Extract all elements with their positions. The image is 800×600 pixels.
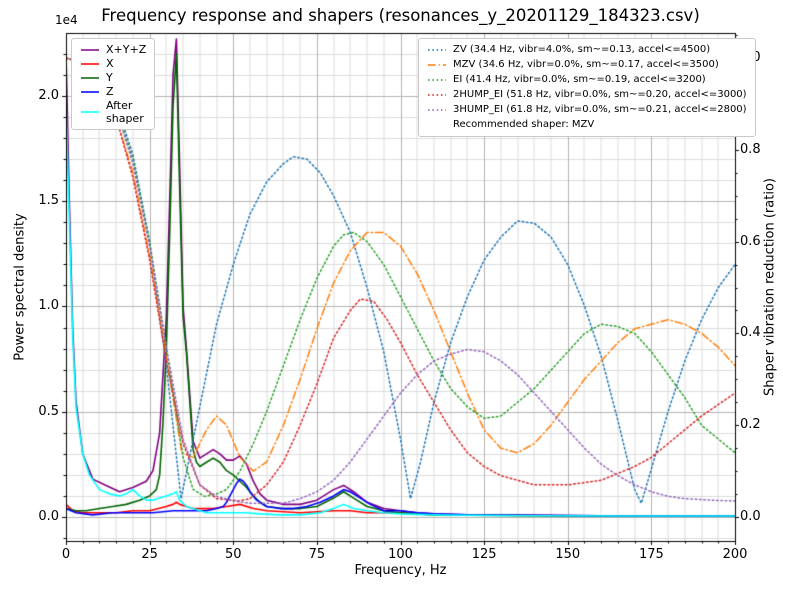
recommended-shaper-note: Recommended shaper: MZV (427, 118, 747, 132)
y-tick-label-left: 1.5 (38, 193, 59, 209)
y-axis-label-right: Shaper vibration reduction (ratio) (762, 178, 778, 396)
y-axis-label-left: Power spectral density (12, 213, 28, 361)
y-tick-label-left: 1.0 (38, 298, 59, 314)
legend-label: 2HUMP_EI (51.8 Hz, vibr=0.0%, sm~=0.20, … (453, 89, 747, 100)
legend-psd-entry: X+Y+Z (80, 43, 146, 56)
legend-line-swatch (427, 45, 447, 55)
legend-label: Recommended shaper: MZV (453, 119, 595, 130)
legend-shapers: ZV (34.4 Hz, vibr=4.0%, sm~=0.13, accel<… (418, 38, 756, 137)
y-tick-label-right: 0.0 (740, 508, 761, 524)
legend-label: Y (106, 71, 113, 84)
legend-psd: X+Y+Z X Y Z After shaper (71, 38, 156, 130)
legend-line-swatch (427, 90, 447, 100)
legend-line-swatch (80, 45, 100, 55)
legend-psd-entry: Y (80, 71, 146, 84)
legend-label: 3HUMP_EI (61.8 Hz, vibr=0.0%, sm~=0.21, … (453, 104, 747, 115)
legend-label: X (106, 57, 114, 70)
y-tick-label-right: 0.4 (740, 325, 761, 341)
y-tick-label-left: 2.0 (38, 87, 59, 103)
x-tick-label: 125 (471, 547, 497, 562)
legend-shaper-entry: 2HUMP_EI (51.8 Hz, vibr=0.0%, sm~=0.20, … (427, 88, 747, 102)
x-tick-label: 25 (141, 547, 158, 562)
x-tick-label: 50 (224, 547, 242, 562)
legend-label: Z (106, 85, 114, 98)
x-tick-label: 200 (722, 547, 748, 562)
legend-psd-entry: X (80, 57, 146, 70)
x-axis-label: Frequency, Hz (354, 563, 447, 578)
y-tick-label-right: 0.6 (740, 233, 761, 249)
chart-title: Frequency response and shapers (resonanc… (101, 6, 700, 25)
legend-line-swatch (80, 87, 100, 97)
legend-psd-entry: After shaper (80, 99, 146, 125)
y-tick-label-left: 0.0 (38, 509, 59, 524)
x-tick-label: 100 (388, 547, 413, 562)
legend-line-swatch (427, 60, 447, 70)
legend-shaper-entry: ZV (34.4 Hz, vibr=4.0%, sm~=0.13, accel<… (427, 43, 747, 57)
y-tick-label-left: 0.5 (38, 403, 59, 419)
legend-psd-entry: Z (80, 85, 146, 98)
legend-label: After shaper (106, 99, 144, 125)
legend-label: ZV (34.4 Hz, vibr=4.0%, sm~=0.13, accel<… (453, 44, 711, 55)
legend-line-swatch (427, 75, 447, 85)
legend-swatch-spacer (427, 120, 447, 130)
x-tick-label: 0 (61, 547, 71, 562)
legend-line-swatch (80, 73, 100, 83)
legend-shaper-entry: MZV (34.6 Hz, vibr=0.0%, sm~=0.17, accel… (427, 58, 747, 72)
legend-line-swatch (80, 59, 100, 69)
legend-shaper-entry: 3HUMP_EI (61.8 Hz, vibr=0.0%, sm~=0.21, … (427, 103, 747, 117)
legend-label: EI (41.4 Hz, vibr=0.0%, sm~=0.19, accel<… (453, 74, 706, 85)
x-tick-label: 175 (638, 547, 664, 562)
legend-shaper-entry: EI (41.4 Hz, vibr=0.0%, sm~=0.19, accel<… (427, 73, 747, 87)
legend-label: MZV (34.6 Hz, vibr=0.0%, sm~=0.17, accel… (453, 59, 719, 70)
legend-label: X+Y+Z (106, 43, 147, 56)
legend-line-swatch (427, 105, 447, 115)
y-tick-label-right: 0.8 (740, 141, 761, 157)
x-tick-label: 150 (555, 547, 581, 562)
y-tick-label-right: 0.2 (740, 417, 761, 433)
legend-line-swatch (80, 107, 100, 117)
axis-offset-label: 1e4 (55, 13, 78, 27)
x-tick-label: 75 (308, 547, 326, 562)
